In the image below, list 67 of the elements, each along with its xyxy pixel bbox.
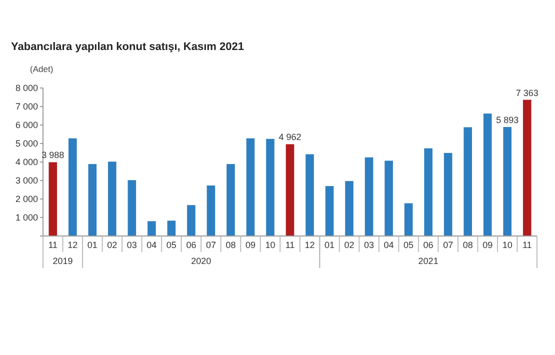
x-tick-label: 07 [206,240,216,250]
data-label: 7 363 [516,88,538,98]
x-tick-label: 08 [226,240,236,250]
y-tick-label: 1 000 [15,212,38,223]
text: 2020 [191,256,212,266]
bar [206,185,216,236]
data-label: 5 893 [496,114,519,125]
bar [167,220,176,236]
bar [464,127,472,236]
bar [522,100,532,236]
bar [325,186,334,236]
x-tick-label: 10 [502,240,512,250]
x-tick-label: 01 [87,240,98,250]
x-tick-label: 03 [364,240,374,250]
y-tick-label: 8 000 [15,83,38,94]
x-tick-label: 05 [404,240,414,250]
x-tick-label: 11 [522,240,532,250]
bar [424,148,432,236]
x-tick-label: 02 [344,240,354,250]
bar [404,203,413,236]
bar [246,138,255,236]
x-tick-label: 12 [68,240,78,250]
bar [384,160,393,236]
x-tick-label: 09 [482,240,493,250]
x-tick-label: 09 [245,240,256,250]
x-tick-label: 05 [166,240,176,250]
bar [88,164,97,236]
x-tick-label: 06 [423,240,434,250]
bar [286,144,294,236]
x-tick-label: 04 [146,240,157,250]
x-tick-label: 12 [304,240,315,250]
data-label: 4 962 [278,132,302,142]
chart-title: Yabancılara yapılan konut satışı, Kasım 2021 [11,41,244,53]
x-tick-label: 01 [324,240,335,250]
bar [187,205,196,236]
bar [48,162,58,236]
y-tick-label: 2 000 [15,194,38,204]
y-tick-label: 5 000 [15,138,38,149]
y-tick-label: 4 000 [15,157,38,168]
x-tick-label: 06 [186,240,196,250]
y-axis-title: (Adet) [30,64,54,74]
text: 2019 [52,256,73,266]
bar [444,152,452,236]
bar [108,162,116,236]
y-tick-label: 6 000 [15,120,38,130]
bar [266,138,274,236]
bar [306,154,314,236]
bar [226,164,235,236]
bar [364,157,374,236]
x-tick-label: 10 [265,240,276,250]
x-tick-label: 02 [107,240,118,250]
bar [503,126,512,236]
x-tick-label: 11 [285,240,295,250]
y-tick-label: 7 000 [15,102,38,112]
bar [128,180,136,236]
x-tick-label: 08 [462,240,473,250]
y-tick-label: 3 000 [15,176,38,186]
data-label: 3 988 [42,150,64,160]
text: 2021 [418,256,438,266]
bar [345,181,354,236]
x-tick-label: 03 [126,240,137,250]
x-tick-label: 07 [443,240,454,250]
x-tick-label: 11 [48,240,58,250]
bar [68,138,77,236]
bar [148,221,156,236]
x-tick-label: 04 [384,240,394,250]
bar [483,114,492,236]
